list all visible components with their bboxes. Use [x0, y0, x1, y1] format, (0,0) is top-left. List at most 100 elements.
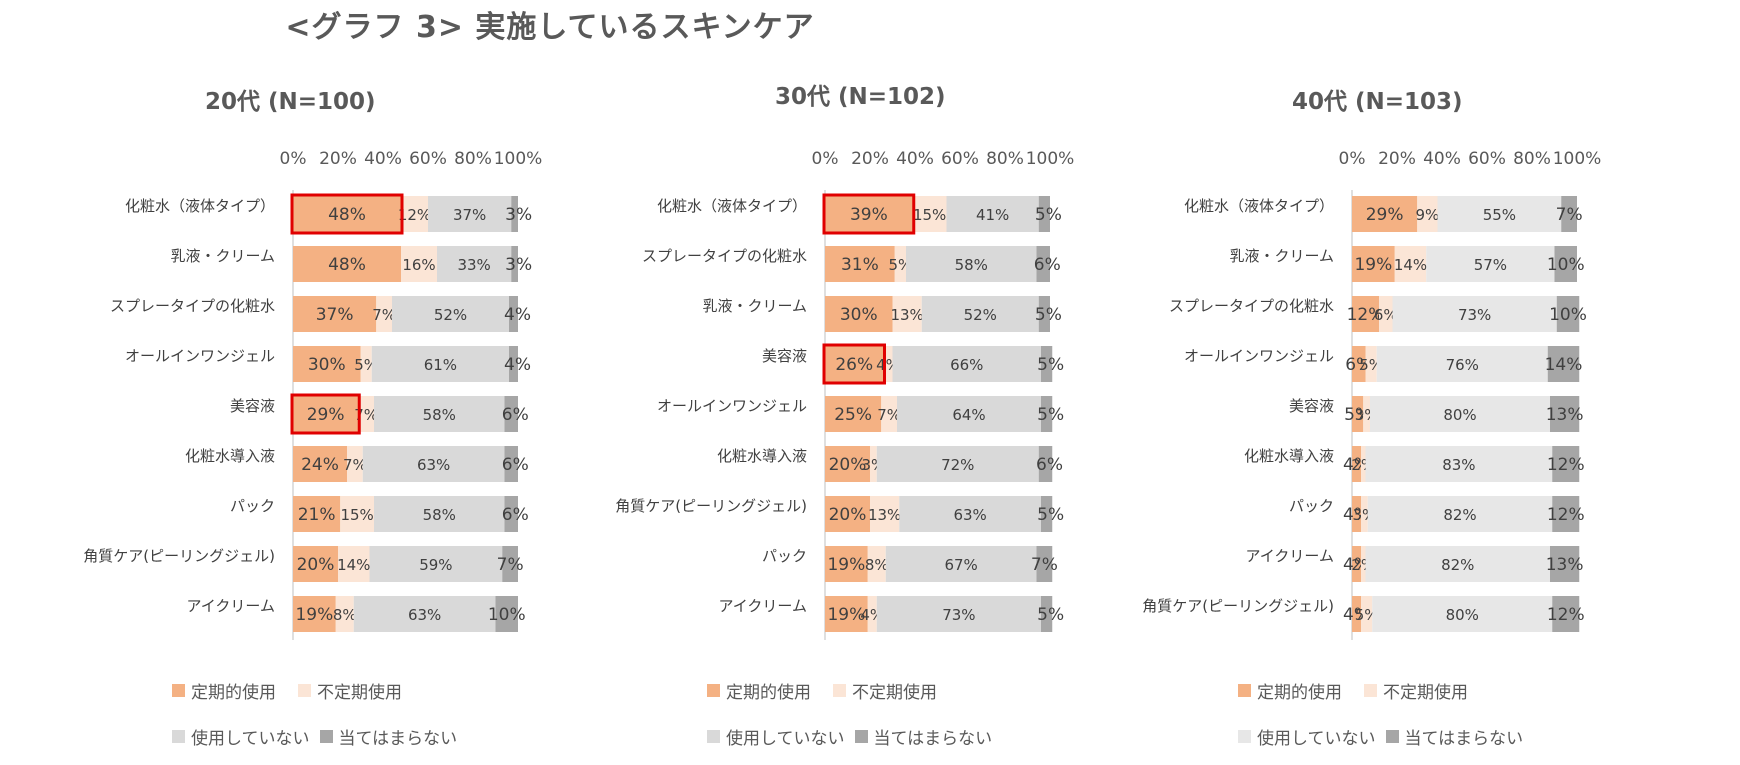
bar-segment — [362, 446, 505, 482]
bar-segment — [1038, 296, 1050, 332]
bar-segment — [825, 596, 868, 632]
data-label: 7% — [1031, 555, 1058, 575]
data-label: 26% — [835, 355, 873, 375]
bar-segment — [358, 396, 374, 432]
category-label: 乳液・クリーム — [702, 297, 807, 315]
x-tick-label: 60% — [409, 149, 447, 169]
category-label: 化粧水（液体タイプ） — [657, 197, 807, 215]
data-label: 57% — [1474, 256, 1507, 274]
bar-segment — [1361, 596, 1373, 632]
chart-panel-30s: 30代 (N=102) 0% 20% 40% 60% 80% 100% 化粧水（液体タイプ）… — [555, 0, 1115, 765]
legend-swatch — [1238, 684, 1251, 697]
data-label: 55% — [1483, 206, 1516, 224]
category-label: 美容液 — [1289, 397, 1334, 415]
data-label: 80% — [1443, 406, 1476, 424]
bar-segment — [293, 496, 341, 532]
bar-segment — [1370, 396, 1550, 432]
legend-label: 使用していない — [726, 729, 845, 749]
bar-segment — [894, 246, 906, 282]
bar-segment — [1550, 546, 1580, 582]
bar-segment — [353, 596, 496, 632]
bar-segment — [1367, 496, 1553, 532]
data-label: 12% — [1547, 605, 1585, 625]
bar-segment — [825, 446, 870, 482]
bar-segment — [1352, 346, 1366, 382]
bar-segment — [1392, 296, 1557, 332]
bar-segment — [1352, 446, 1361, 482]
legend-row-2: 使用していない 当てはまらない — [1238, 724, 1545, 749]
bar-segment — [1365, 446, 1553, 482]
category-label: アイクリーム — [1245, 547, 1334, 565]
data-label: 58% — [955, 256, 988, 274]
legend-row-2: 使用していない 当てはまらない — [707, 724, 1014, 749]
data-label: 20% — [829, 505, 867, 525]
data-label: 13% — [1546, 555, 1584, 575]
x-tick-label: 60% — [941, 149, 979, 169]
x-tick-label: 100% — [1026, 149, 1075, 169]
data-label: 82% — [1443, 506, 1476, 524]
bar-segment — [371, 346, 509, 382]
data-label: 15% — [340, 506, 373, 524]
data-label: 16% — [402, 256, 435, 274]
bar-segment — [1363, 396, 1370, 432]
highlight-box — [290, 193, 404, 235]
category-label: 美容液 — [230, 397, 275, 415]
legend-item-regular-use: 定期的使用 — [1238, 678, 1342, 703]
data-label: 41% — [976, 206, 1009, 224]
category-label: オールインワンジェル — [125, 347, 275, 365]
legend-item-irregular-use: 不定期使用 — [298, 678, 402, 703]
category-label: 美容液 — [762, 347, 807, 365]
category-label: 化粧水（液体タイプ） — [125, 197, 275, 215]
bar-segment — [437, 246, 512, 282]
data-label: 5% — [1035, 305, 1062, 325]
data-label: 24% — [301, 455, 339, 475]
bar-segment — [293, 546, 338, 582]
data-label: 73% — [1458, 306, 1491, 324]
legend-label: 定期的使用 — [1257, 683, 1342, 703]
data-label: 29% — [1366, 205, 1404, 225]
x-tick-label: 100% — [494, 149, 543, 169]
data-label: 14% — [1545, 355, 1583, 375]
data-label: 6% — [1034, 255, 1061, 275]
bar-segment — [502, 546, 518, 582]
bar-segment — [881, 396, 897, 432]
data-label: 48% — [328, 205, 366, 225]
legend-label: 定期的使用 — [726, 683, 811, 703]
data-label: 4% — [504, 355, 531, 375]
category-label: 化粧水導入液 — [717, 447, 807, 465]
stacked-bar-chart: 0% 20% 40% 60% 80% 100% 化粧水（液体タイプ） 48% 12% 37% 3% 乳… — [83, 149, 543, 640]
x-tick-label: 80% — [1513, 149, 1551, 169]
data-label: 21% — [298, 505, 336, 525]
legend-swatch — [1385, 730, 1399, 743]
data-label: 7% — [497, 555, 524, 575]
bar-segment — [1552, 596, 1580, 632]
bar-segment — [1352, 246, 1395, 282]
legend-swatch — [172, 730, 185, 743]
bar-segment — [867, 546, 886, 582]
legend-label: 当てはまらない — [1404, 729, 1524, 749]
data-label: 37% — [453, 206, 486, 224]
data-label: 83% — [1442, 456, 1475, 474]
legend-swatch — [298, 684, 311, 697]
legend-row-2: 使用していない 当てはまらない — [172, 724, 479, 749]
bar-segment — [825, 396, 882, 432]
legend-label: 当てはまらない — [873, 729, 993, 749]
data-label: 6% — [1036, 455, 1063, 475]
bar-segment — [876, 446, 1039, 482]
bar-segment — [1426, 246, 1555, 282]
bar-segment — [1437, 196, 1562, 232]
data-label: 3% — [505, 255, 532, 275]
x-tick-label: 20% — [851, 149, 889, 169]
data-label: 52% — [964, 306, 997, 324]
bar-segment — [293, 296, 377, 332]
legend-swatch — [854, 730, 868, 743]
bar-segment — [338, 546, 370, 582]
bar-segment — [495, 596, 518, 632]
data-label: 73% — [942, 606, 975, 624]
data-label: 6% — [502, 505, 529, 525]
legend-swatch — [833, 684, 846, 697]
data-label: 63% — [953, 506, 986, 524]
bar-segment — [1352, 546, 1361, 582]
legend-row-1: 定期的使用 不定期使用 — [707, 678, 959, 703]
bar-segment — [1041, 396, 1053, 432]
